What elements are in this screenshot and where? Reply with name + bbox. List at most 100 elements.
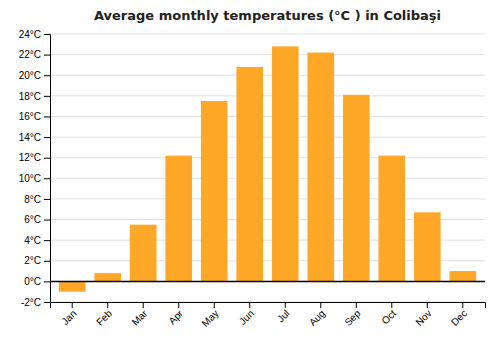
y-tick-label: 22°C bbox=[19, 49, 41, 60]
y-tick-label: -2°C bbox=[21, 297, 41, 308]
x-tick-mark bbox=[107, 302, 108, 308]
y-tick: 4°C bbox=[24, 235, 50, 246]
y-tick-label: 20°C bbox=[19, 70, 41, 81]
grid-line bbox=[50, 34, 485, 35]
x-tick: Aug bbox=[307, 302, 327, 328]
x-tick-label: Mar bbox=[130, 307, 150, 327]
x-tick-label: Jul bbox=[275, 308, 292, 325]
y-tick-label: 12°C bbox=[19, 152, 41, 163]
x-axis: Jan Feb Mar Apr May Jun Jul Aug Sep Oct Nov Dec bbox=[51, 302, 486, 329]
x-tick-mark bbox=[72, 302, 73, 308]
x-tick: May bbox=[199, 302, 220, 329]
x-axis-line bbox=[51, 303, 486, 309]
y-tick-label: 16°C bbox=[19, 111, 41, 122]
bar bbox=[130, 225, 157, 282]
y-tick-mark bbox=[44, 137, 50, 138]
x-tick-mark bbox=[427, 302, 428, 308]
y-tick: 18°C bbox=[19, 91, 50, 102]
y-tick-mark bbox=[44, 55, 50, 56]
y-tick-mark bbox=[44, 34, 50, 35]
y-tick-mark bbox=[44, 199, 50, 200]
y-tick: 6°C bbox=[24, 214, 50, 225]
grid-line bbox=[50, 75, 485, 76]
bar bbox=[236, 67, 263, 281]
bar bbox=[449, 271, 476, 281]
x-tick-label: Sep bbox=[342, 307, 363, 328]
x-tick-mark bbox=[214, 302, 215, 308]
x-tick-mark bbox=[462, 302, 463, 308]
grid-line bbox=[50, 198, 485, 199]
y-tick: 20°C bbox=[19, 70, 50, 81]
bar bbox=[59, 281, 86, 291]
y-tick-mark bbox=[44, 75, 50, 76]
y-tick-label: 14°C bbox=[19, 132, 41, 143]
y-tick: 24°C bbox=[19, 29, 50, 40]
chart: -2°C 0°C 2°C 4°C 6°C 8°C 10°C 12°C 14°C 16°C 18°C 2… bbox=[0, 0, 500, 350]
x-tick: Nov bbox=[413, 302, 433, 328]
grid-line bbox=[50, 116, 485, 117]
x-tick-label: Jan bbox=[59, 308, 78, 327]
x-tick: Jun bbox=[237, 302, 256, 327]
x-tick-label: Feb bbox=[94, 307, 114, 327]
y-tick: 2°C bbox=[24, 255, 50, 266]
grid-line bbox=[50, 54, 485, 55]
x-tick-mark bbox=[320, 302, 321, 308]
y-tick-mark bbox=[44, 261, 50, 262]
y-tick-label: 6°C bbox=[24, 214, 41, 225]
y-tick-mark bbox=[44, 96, 50, 97]
title: Average monthly temperatures (°C ) in Co… bbox=[94, 8, 441, 23]
y-tick: -2°C bbox=[21, 297, 50, 308]
y-tick: 0°C bbox=[24, 276, 50, 287]
y-tick-mark bbox=[44, 240, 50, 241]
y-tick: 12°C bbox=[19, 152, 50, 163]
x-tick: Jul bbox=[275, 302, 292, 324]
y-tick: 16°C bbox=[19, 111, 50, 122]
y-tick: 8°C bbox=[24, 194, 50, 205]
x-tick-label: Dec bbox=[449, 308, 469, 328]
grid-line bbox=[50, 281, 485, 282]
x-tick-label: Oct bbox=[379, 308, 398, 327]
bar bbox=[378, 156, 405, 282]
y-tick: 14°C bbox=[19, 132, 50, 143]
x-tick-mark bbox=[285, 302, 286, 308]
y-tick: 10°C bbox=[19, 173, 50, 184]
x-tick-mark bbox=[391, 302, 392, 308]
y-tick-mark bbox=[44, 281, 50, 282]
bar bbox=[343, 95, 370, 282]
bar bbox=[201, 101, 228, 281]
grid-line bbox=[50, 95, 485, 96]
x-tick: Mar bbox=[130, 302, 150, 328]
grid bbox=[50, 34, 485, 302]
y-tick-label: 2°C bbox=[24, 255, 41, 266]
plot: -2°C 0°C 2°C 4°C 6°C 8°C 10°C 12°C 14°C 16°C 18°C 2… bbox=[19, 29, 486, 329]
x-tick-label: May bbox=[199, 308, 220, 329]
y-tick-mark bbox=[44, 116, 50, 117]
x-tick-mark bbox=[178, 302, 179, 308]
y-tick-mark bbox=[44, 158, 50, 159]
x-tick-mark bbox=[143, 302, 144, 308]
x-tick-label: Aug bbox=[307, 308, 327, 328]
x-tick: Sep bbox=[342, 302, 363, 328]
x-tick: Oct bbox=[379, 302, 398, 326]
grid-line bbox=[50, 137, 485, 138]
y-tick: 22°C bbox=[19, 49, 50, 60]
x-tick-label: Nov bbox=[413, 308, 433, 328]
bar bbox=[307, 53, 334, 282]
y-axis-line bbox=[44, 35, 51, 303]
y-tick-mark bbox=[44, 220, 50, 221]
y-tick-label: 10°C bbox=[19, 173, 41, 184]
y-tick-label: 24°C bbox=[19, 29, 41, 40]
x-tick-mark bbox=[356, 302, 357, 308]
x-tick: Dec bbox=[449, 302, 469, 328]
y-tick-label: 18°C bbox=[19, 91, 41, 102]
y-tick-label: 0°C bbox=[24, 276, 41, 287]
y-tick-mark bbox=[44, 302, 50, 303]
y-axis: -2°C 0°C 2°C 4°C 6°C 8°C 10°C 12°C 14°C 16°C 18°C 2… bbox=[19, 29, 51, 308]
y-tick-label: 4°C bbox=[24, 235, 41, 246]
x-tick-label: Jun bbox=[237, 308, 256, 327]
x-tick: Jan bbox=[59, 302, 78, 327]
x-tick-label: Apr bbox=[166, 307, 185, 326]
y-tick-label: 8°C bbox=[24, 194, 41, 205]
bar bbox=[414, 212, 441, 281]
bar bbox=[94, 273, 121, 281]
